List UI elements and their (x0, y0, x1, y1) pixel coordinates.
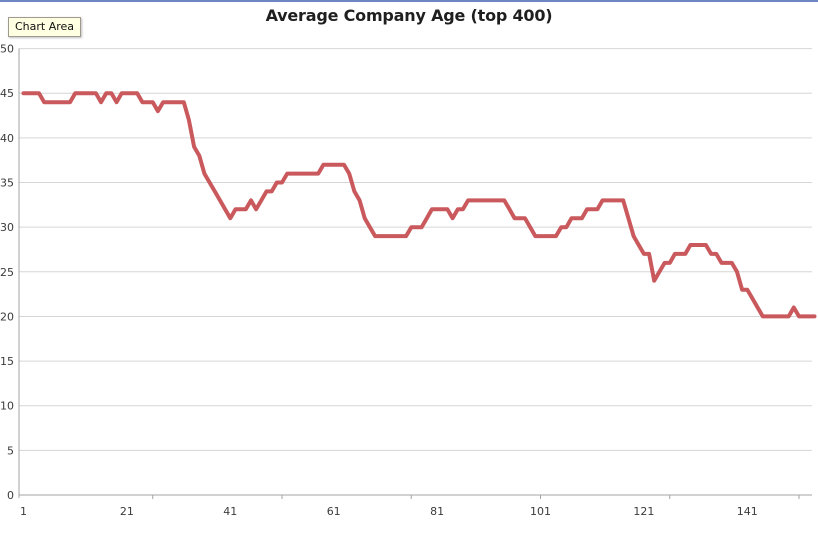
x-tick-label: 121 (633, 505, 654, 518)
x-tick-label: 101 (530, 505, 551, 518)
x-tick-label: 141 (737, 505, 758, 518)
series-line (21, 91, 817, 319)
chart-area-tooltip: Chart Area (8, 17, 82, 37)
y-tick-label: 0 (7, 489, 14, 502)
y-tick-label: 15 (0, 355, 14, 368)
y-tick-label: 10 (0, 400, 14, 413)
y-tick-label: 40 (0, 132, 14, 145)
y-tick-label: 5 (7, 444, 14, 457)
x-tick-label: 1 (20, 505, 27, 518)
y-tick-label: 35 (0, 177, 14, 190)
x-tick-label: 81 (430, 505, 444, 518)
y-tick-label: 20 (0, 310, 14, 323)
top-accent-bar (0, 0, 818, 2)
y-tick-label: 30 (0, 221, 14, 234)
x-tick-label: 41 (223, 505, 237, 518)
x-tick-label: 61 (327, 505, 341, 518)
chart-title: Average Company Age (top 400) (265, 6, 553, 25)
y-tick-label: 25 (0, 266, 14, 279)
y-tick-label: 45 (0, 87, 14, 100)
y-tick-label: 50 (0, 43, 14, 56)
x-tick-label: 21 (120, 505, 134, 518)
